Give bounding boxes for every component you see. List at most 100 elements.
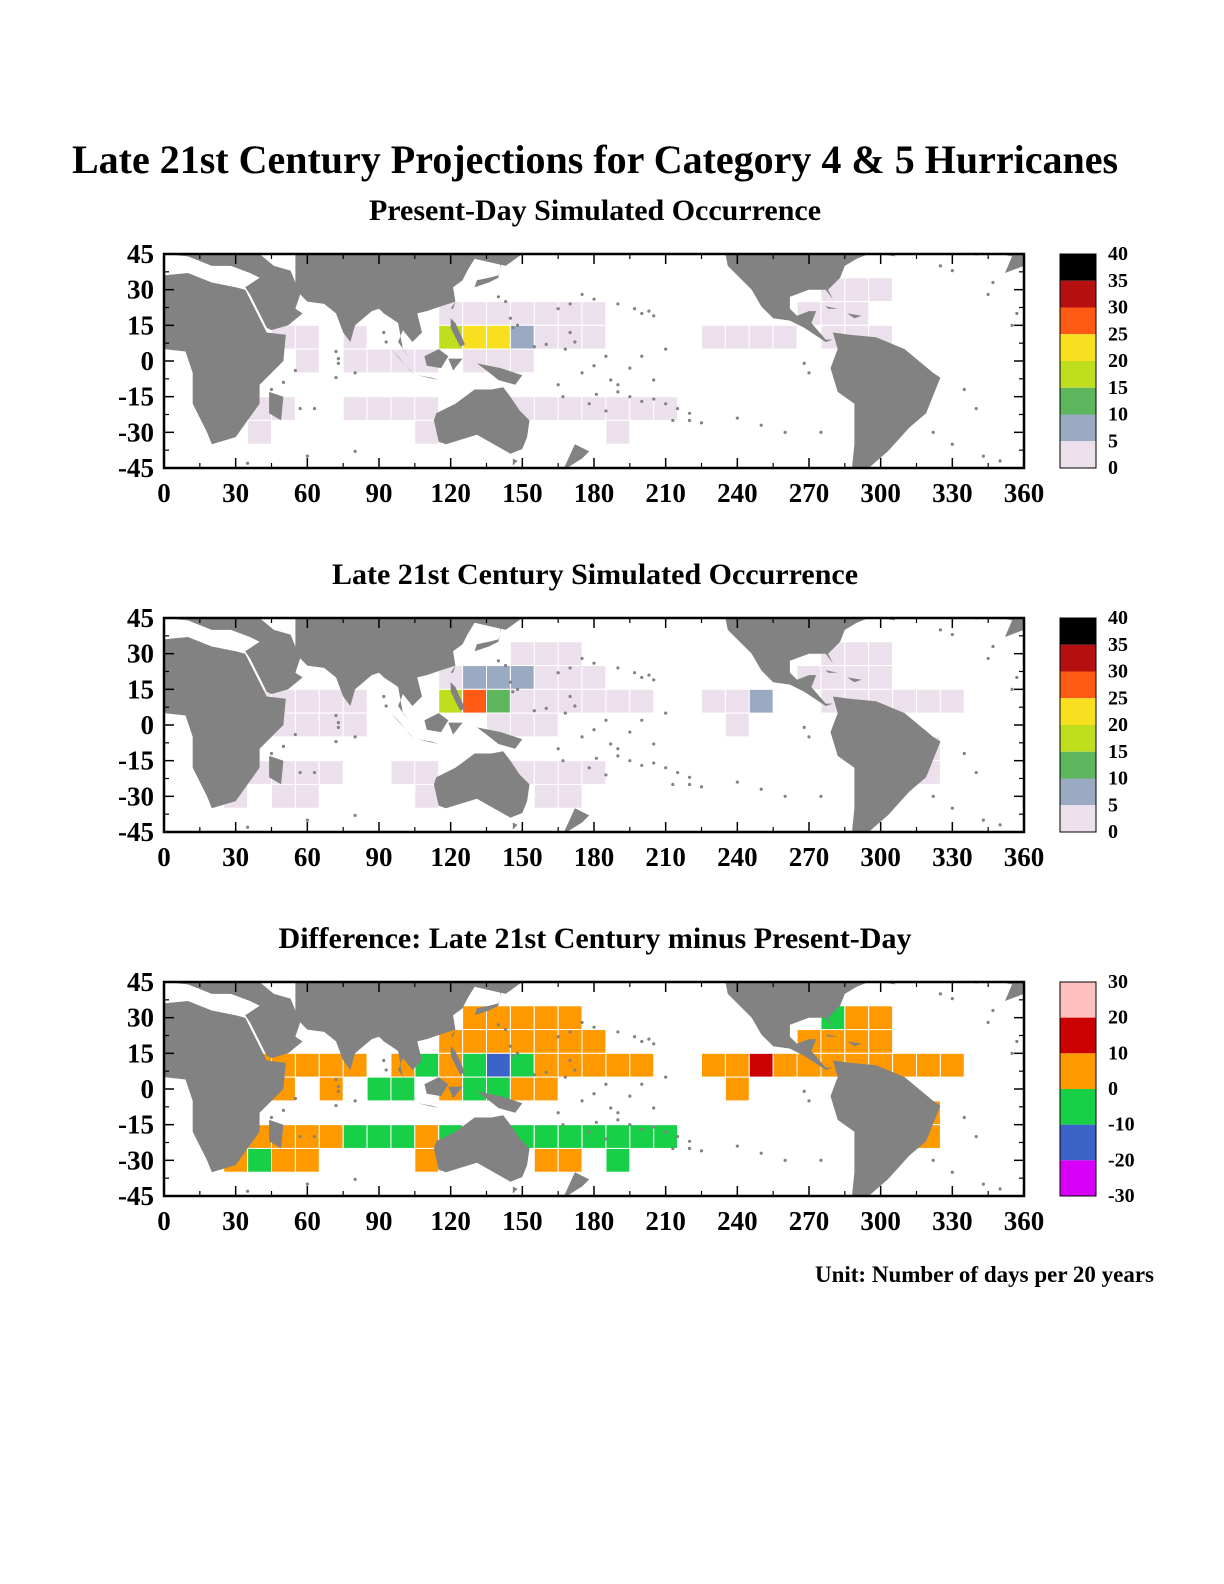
grid-cell	[294, 1147, 320, 1173]
island-dot	[807, 1099, 811, 1103]
grid-cell	[533, 665, 559, 690]
grid-cell	[318, 712, 344, 738]
y-tick-label: 45	[127, 603, 154, 633]
land-polygon	[433, 387, 530, 454]
land-polygon	[1000, 982, 1024, 1001]
island-dot	[592, 364, 596, 368]
island-dot	[384, 1068, 388, 1072]
island-dot	[628, 759, 632, 763]
y-tick-label: 30	[127, 275, 154, 305]
grid-cell	[509, 1052, 535, 1078]
x-tick-label: 330	[932, 478, 973, 508]
island-dot	[573, 704, 577, 708]
grid-cell	[868, 641, 894, 667]
x-axis: 0 30 60 90 120 150 180 210 240 270 300 330 360	[157, 254, 1044, 508]
legend-swatch	[1060, 414, 1096, 442]
land-polygon	[164, 1001, 286, 1173]
island-dot	[616, 1118, 620, 1122]
island-dot	[998, 459, 1002, 463]
grid-cell	[581, 1029, 607, 1054]
grid-cell	[271, 783, 296, 809]
x-tick-label: 360	[1004, 478, 1045, 508]
x-tick-label: 30	[222, 1206, 249, 1236]
grid-cell	[390, 396, 416, 421]
y-tick-label: 0	[141, 710, 155, 740]
grid-cell	[557, 1052, 583, 1078]
plot-area	[164, 618, 1024, 832]
grid-cell	[509, 1005, 535, 1031]
island-dot	[532, 345, 536, 349]
y-tick-label: 30	[127, 1003, 154, 1033]
island-dot	[293, 732, 297, 737]
land-polygon	[825, 1034, 838, 1037]
land-polygon	[450, 318, 465, 347]
grid-cell	[486, 301, 511, 326]
grid-cell	[581, 1052, 607, 1078]
island-dot	[640, 1039, 644, 1044]
grid-cell	[318, 1076, 344, 1102]
island-dot	[640, 311, 644, 316]
island-dot	[974, 406, 978, 411]
island-dot	[652, 1042, 656, 1046]
island-dot	[504, 663, 508, 668]
land-polygon	[847, 1041, 862, 1047]
island-dot	[580, 1020, 584, 1025]
island-dot	[511, 326, 515, 330]
x-tick-label: 360	[1004, 842, 1045, 872]
grid-cell	[390, 1124, 416, 1149]
island-dot	[281, 744, 286, 748]
island-dot	[281, 1108, 286, 1112]
island-dot	[382, 1058, 386, 1063]
legend-swatch	[1060, 387, 1096, 415]
island-dot	[508, 316, 512, 320]
island-dot	[687, 775, 692, 779]
grid-cell	[342, 396, 368, 421]
grid-cell	[868, 665, 894, 690]
legend-label: -10	[1108, 1114, 1135, 1136]
island-dot	[931, 794, 935, 798]
land-masses	[164, 618, 1024, 832]
x-tick-label: 90	[366, 478, 393, 508]
grid-cell	[581, 665, 607, 690]
grid-cell	[605, 1052, 631, 1078]
island-dot	[353, 735, 357, 739]
grid-cell	[868, 277, 894, 303]
grid-cell	[462, 301, 488, 326]
land-polygon	[390, 713, 415, 740]
island-dot	[568, 694, 572, 699]
grid-cell	[844, 301, 870, 326]
island-dot	[561, 759, 565, 763]
legend-swatch	[1060, 280, 1096, 308]
legend-label: 25	[1108, 323, 1128, 345]
grid-cell	[533, 396, 559, 421]
island-dot	[580, 735, 584, 739]
x-tick-label: 90	[366, 1206, 393, 1236]
grid-cell	[247, 419, 273, 445]
island-dot	[604, 354, 608, 358]
land-polygon	[725, 982, 869, 1070]
island-dot	[783, 430, 787, 434]
land-polygon	[450, 682, 465, 711]
color-legend: 40 35 30 25 20 15 10 5 0	[1059, 243, 1128, 479]
grid-cell	[916, 1052, 941, 1078]
island-dot	[298, 1134, 302, 1139]
grid-cell	[294, 688, 320, 714]
grid-cell	[509, 641, 535, 667]
grid-cell	[557, 641, 583, 667]
grid-cell	[462, 348, 488, 374]
grid-cell	[605, 1124, 631, 1149]
island-dot	[687, 782, 692, 787]
grid-cell	[653, 396, 679, 421]
y-tick-label: -30	[118, 417, 154, 447]
grid-cell	[366, 396, 392, 421]
land-polygon	[830, 1060, 941, 1196]
island-dot	[998, 823, 1002, 827]
island-dot	[563, 1075, 567, 1079]
island-dot	[759, 423, 763, 427]
island-dot	[561, 1123, 565, 1127]
island-dot	[556, 383, 560, 387]
island-dot	[334, 376, 338, 380]
x-tick-label: 300	[860, 1206, 901, 1236]
legend-label: 35	[1108, 634, 1128, 656]
grid-cell	[486, 1052, 511, 1078]
